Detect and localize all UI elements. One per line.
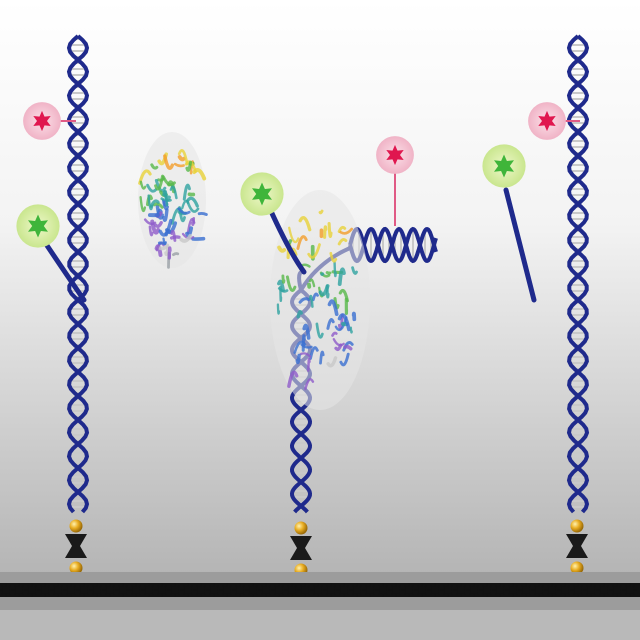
red-fluorophore-middle	[376, 136, 414, 174]
bound-helicase-protein	[270, 190, 370, 410]
streptavidin-surface	[0, 572, 640, 640]
dna-helix-left	[66, 34, 90, 514]
green-fluorophore-right	[482, 144, 526, 188]
anchor-right	[566, 519, 588, 575]
anchor-left	[65, 519, 87, 575]
dna-helix-right	[566, 34, 590, 514]
green-fluorophore-left	[16, 204, 60, 248]
red-fluorophore-left	[23, 102, 61, 140]
green-fluorophore-middle	[240, 172, 284, 216]
red-fluorophore-right	[528, 102, 566, 140]
free-helicase-protein	[138, 132, 208, 269]
green-strand-right	[503, 187, 537, 303]
